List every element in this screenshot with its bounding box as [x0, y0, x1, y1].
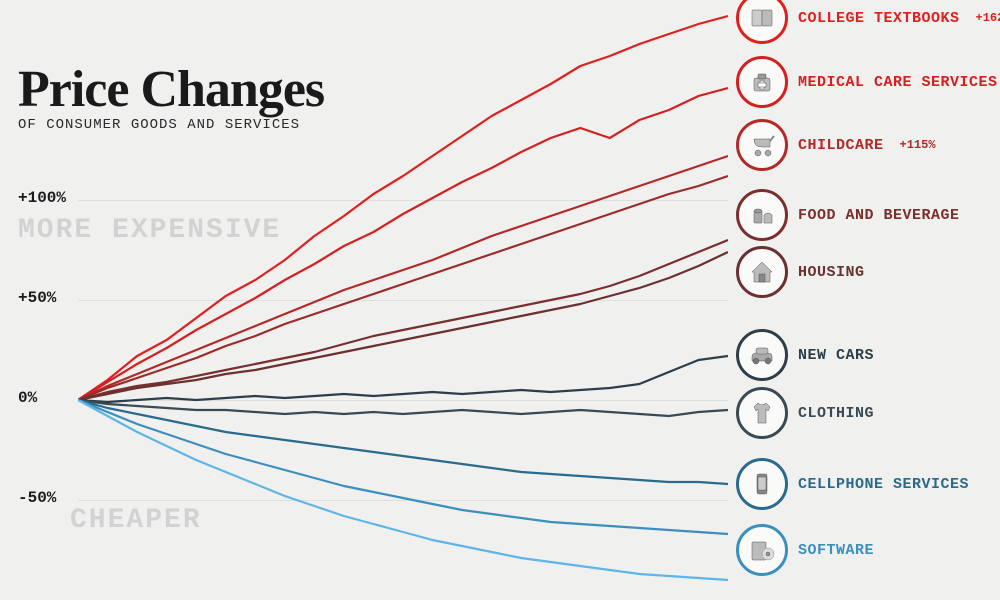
shirt-icon — [736, 387, 788, 439]
legend-label: HOUSING — [798, 264, 865, 281]
series-line-childcare-b — [78, 176, 728, 400]
legend-label: FOOD AND BEVERAGE — [798, 207, 960, 224]
legend-item-software: SOFTWARE — [736, 524, 874, 576]
book-icon — [736, 0, 788, 44]
legend-label: CLOTHING — [798, 405, 874, 422]
legend-pct: +115% — [900, 138, 936, 152]
legend-item-housing: HOUSING — [736, 246, 865, 298]
series-line-housing — [78, 252, 728, 400]
legend-label: SOFTWARE — [798, 542, 874, 559]
line-chart-svg — [78, 0, 728, 600]
food-icon — [736, 189, 788, 241]
series-line-food-beverage — [78, 240, 728, 400]
legend-label: NEW CARS — [798, 347, 874, 364]
y-axis-label: +100% — [18, 189, 66, 207]
medical-icon — [736, 56, 788, 108]
legend-item-college-textbooks: COLLEGE TEXTBOOKS +162% — [736, 0, 1000, 44]
series-line-medical-care — [78, 88, 728, 400]
legend-item-new-cars: NEW CARS — [736, 329, 874, 381]
legend-item-childcare: CHILDCARE +115% — [736, 119, 936, 171]
legend-item-cellphone: CELLPHONE SERVICES — [736, 458, 969, 510]
series-line-tvs — [78, 400, 728, 580]
chart-area: +100%+50%0%-50% MORE EXPENSIVE CHEAPER — [18, 0, 718, 600]
legend-pct: +162% — [976, 11, 1000, 25]
legend-label: CELLPHONE SERVICES — [798, 476, 969, 493]
y-axis-label: 0% — [18, 389, 37, 407]
legend-item-food-beverage: FOOD AND BEVERAGE — [736, 189, 960, 241]
legend-item-medical-care: MEDICAL CARE SERVICES — [736, 56, 998, 108]
legend-label: COLLEGE TEXTBOOKS — [798, 10, 960, 27]
software-icon — [736, 524, 788, 576]
y-axis-label: -50% — [18, 489, 56, 507]
legend-item-clothing: CLOTHING — [736, 387, 874, 439]
series-line-new-cars — [78, 356, 728, 402]
series-line-clothing — [78, 400, 728, 416]
y-axis-label: +50% — [18, 289, 56, 307]
car-icon — [736, 329, 788, 381]
series-line-software — [78, 400, 728, 534]
phone-icon — [736, 458, 788, 510]
house-icon — [736, 246, 788, 298]
legend-label: CHILDCARE — [798, 137, 884, 154]
legend-label: MEDICAL CARE SERVICES — [798, 74, 998, 91]
stroller-icon — [736, 119, 788, 171]
